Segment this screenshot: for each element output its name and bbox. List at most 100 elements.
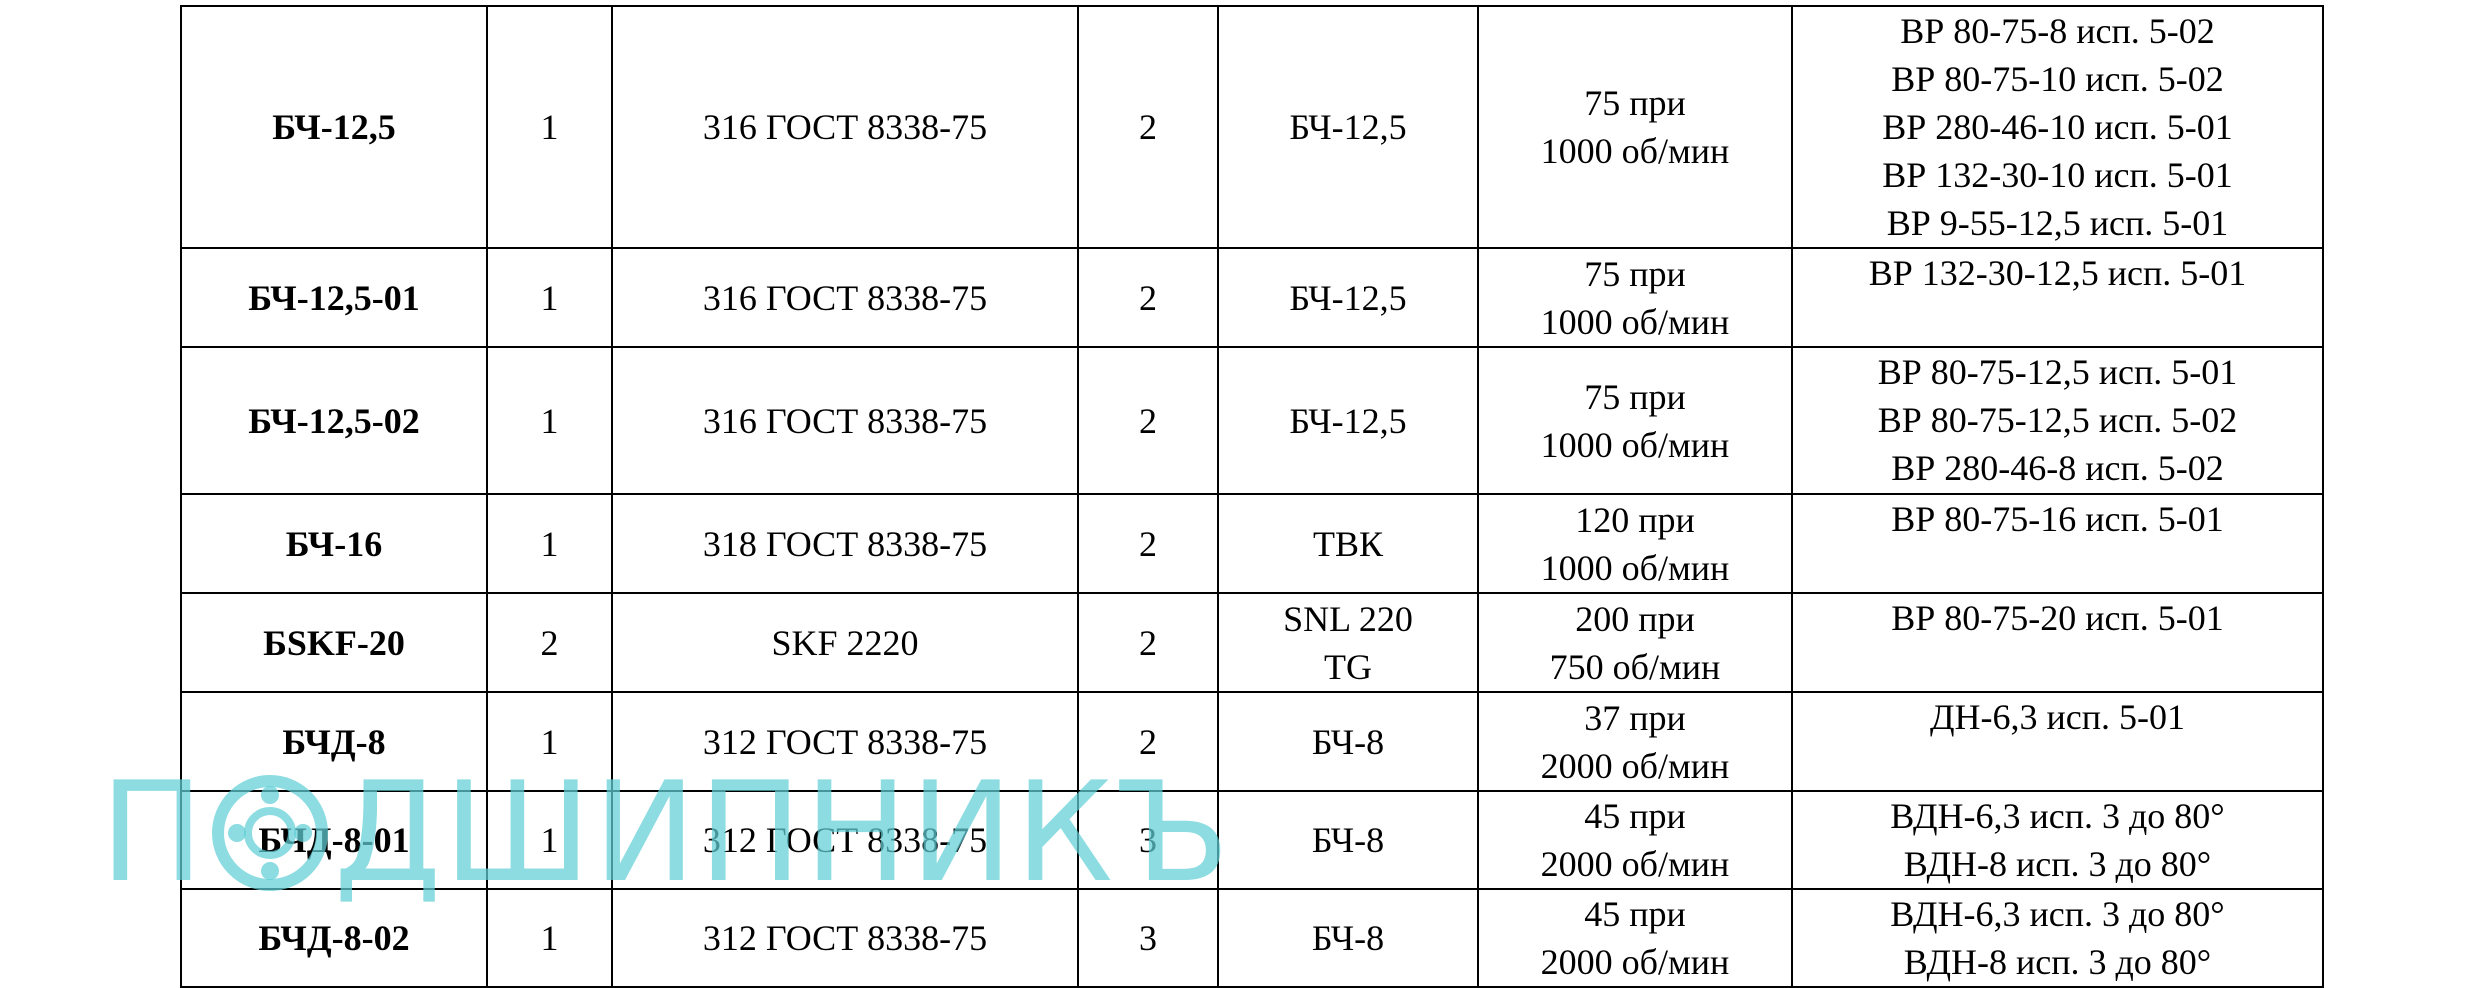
table-row: БЧ-12,5-02 1 316 ГОСТ 8338-75 2 БЧ-12,5 75 пр… (180, 346, 2324, 495)
table-cell: 37 при 2000 об/мин (1477, 691, 1793, 792)
cell-line: 1 (540, 107, 559, 147)
table-cell: 75 при 1000 об/мин (1477, 247, 1793, 348)
table-row: БSKF-20 2 SKF 2220 2 SNL 220 TG 200 при 750 об/… (180, 592, 2324, 693)
table-cell: 45 при 2000 об/мин (1477, 790, 1793, 890)
cell-line: ВР 280-46-10 исп. 5-01 (1882, 107, 2233, 147)
table-cell: ВР 80-75-8 исп. 5-02 ВР 80-75-10 исп. 5-0… (1791, 5, 2324, 249)
cell-line: БЧ-16 (285, 523, 383, 564)
cell-line: SKF 2220 (771, 622, 919, 663)
cell-line: 312 ГОСТ 8338-75 (702, 820, 988, 860)
table-row: БЧ-12,5 1 316 ГОСТ 8338-75 2 БЧ-12,5 75 при 10… (180, 5, 2324, 249)
cell-line: ВР 80-75-12,5 исп. 5-01 (1877, 352, 2238, 392)
table-cell: БЧД-8-02 (180, 888, 488, 988)
cell-line: 1 (540, 721, 559, 762)
cell-line: 1 (540, 400, 559, 441)
table-row: БЧ-12,5-01 1 316 ГОСТ 8338-75 2 БЧ-12,5 75 пр… (180, 247, 2324, 348)
cell-line: 2 (1139, 400, 1157, 441)
table-cell: БЧ-8 (1217, 691, 1479, 792)
cell-line: 1 (540, 820, 559, 860)
cell-line: 312 ГОСТ 8338-75 (702, 918, 988, 958)
cell-line: 1000 об/мин (1540, 424, 1730, 465)
table-cell: 316 ГОСТ 8338-75 (611, 346, 1079, 495)
cell-line: БЧД-8 (282, 721, 386, 762)
table-cell: БЧ-12,5-02 (180, 346, 488, 495)
table-cell: 120 при 1000 об/мин (1477, 493, 1793, 594)
cell-line: 750 об/мин (1549, 646, 1721, 687)
table-cell: 2 (1077, 247, 1219, 348)
cell-line: 316 ГОСТ 8338-75 (702, 107, 988, 147)
table-cell: 1 (486, 346, 613, 495)
table-cell: 75 при 1000 об/мин (1477, 346, 1793, 495)
cell-line: ВР 80-75-12,5 исп. 5-02 (1877, 400, 2238, 440)
cell-line: TG (1324, 646, 1372, 687)
table-cell: 2 (1077, 691, 1219, 792)
cell-line: 45 при (1584, 894, 1686, 934)
table-cell: 2 (1077, 346, 1219, 495)
table-cell: БЧ-12,5 (1217, 5, 1479, 249)
table-cell: 2 (486, 592, 613, 693)
cell-line: 2000 об/мин (1540, 844, 1730, 884)
table-cell: БЧ-16 (180, 493, 488, 594)
cell-line: 316 ГОСТ 8338-75 (702, 400, 988, 441)
table-cell: 2 (1077, 5, 1219, 249)
table-cell: 312 ГОСТ 8338-75 (611, 888, 1079, 988)
table: БЧ-12,5 1 316 ГОСТ 8338-75 2 БЧ-12,5 75 при 10… (180, 5, 2324, 988)
cell-line: ВДН-8 исп. 3 до 80° (1903, 942, 2212, 982)
cell-line: ВР 280-46-8 исп. 5-02 (1891, 448, 2224, 488)
cell-line: 2 (1139, 107, 1157, 147)
table-cell: БSKF-20 (180, 592, 488, 693)
table-cell: ВР 80-75-20 исп. 5-01 (1791, 592, 2324, 693)
cell-line: БЧ-12,5 (1289, 400, 1407, 441)
cell-line: ВР 80-75-10 исп. 5-02 (1891, 59, 2224, 99)
table-cell: БЧ-12,5 (1217, 346, 1479, 495)
table-cell: 1 (486, 790, 613, 890)
table-row: БЧД-8 1 312 ГОСТ 8338-75 2 БЧ-8 37 при 2000 об… (180, 691, 2324, 792)
cell-line: 37 при (1584, 697, 1686, 738)
cell-line: ВР 132-30-10 исп. 5-01 (1882, 155, 2233, 195)
table-cell: 3 (1077, 888, 1219, 988)
table-cell: ДН-6,3 исп. 5-01 (1791, 691, 2324, 792)
cell-line: 2 (1139, 622, 1157, 663)
cell-line: 200 при (1575, 598, 1695, 639)
cell-line: ВР 9-55-12,5 исп. 5-01 (1886, 203, 2229, 243)
table-cell: БЧ-12,5 (1217, 247, 1479, 348)
cell-line: 1 (540, 523, 559, 564)
table-cell: 1 (486, 247, 613, 348)
table-cell: 2 (1077, 493, 1219, 594)
table-cell: 312 ГОСТ 8338-75 (611, 790, 1079, 890)
table-cell: БЧ-12,5 (180, 5, 488, 249)
cell-line: 318 ГОСТ 8338-75 (702, 523, 988, 564)
table-cell: 1 (486, 493, 613, 594)
cell-line: БЧ-8 (1311, 918, 1385, 958)
cell-line: ВДН-6,3 исп. 3 до 80° (1890, 894, 2225, 934)
cell-line: ВДН-6,3 исп. 3 до 80° (1890, 796, 2225, 836)
cell-line: 1000 об/мин (1540, 301, 1730, 342)
cell-line: БЧ-8 (1311, 820, 1385, 860)
cell-line: 1 (540, 918, 559, 958)
cell-line: БЧ-8 (1311, 721, 1385, 762)
cell-line: 2 (1139, 721, 1157, 762)
table-cell: 75 при 1000 об/мин (1477, 5, 1793, 249)
table-cell: 316 ГОСТ 8338-75 (611, 5, 1079, 249)
cell-line: 3 (1139, 918, 1157, 958)
table-cell: 45 при 2000 об/мин (1477, 888, 1793, 988)
table-row: БЧ-16 1 318 ГОСТ 8338-75 2 ТВК 120 при 1000 об… (180, 493, 2324, 594)
table-cell: ВДН-6,3 исп. 3 до 80° ВДН-8 исп. 3 до 80° (1791, 790, 2324, 890)
cell-line: ВР 80-75-8 исп. 5-02 (1900, 11, 2215, 51)
cell-line: 2000 об/мин (1540, 745, 1730, 786)
cell-line: 120 при (1575, 499, 1695, 540)
table-cell: 1 (486, 691, 613, 792)
cell-line: ДН-6,3 исп. 5-01 (1929, 697, 2186, 737)
cell-line: 3 (1139, 820, 1157, 860)
table-cell: БЧ-12,5-01 (180, 247, 488, 348)
cell-line: 2000 об/мин (1540, 942, 1730, 982)
table-cell: 312 ГОСТ 8338-75 (611, 691, 1079, 792)
table-cell: SNL 220 TG (1217, 592, 1479, 693)
table-cell: 318 ГОСТ 8338-75 (611, 493, 1079, 594)
cell-line: ВР 80-75-20 исп. 5-01 (1891, 598, 2224, 638)
cell-line: БЧ-12,5-01 (248, 277, 420, 318)
cell-line: БЧ-12,5 (1289, 107, 1407, 147)
table-cell: БЧ-8 (1217, 790, 1479, 890)
cell-line: ТВК (1312, 523, 1383, 564)
cell-line: 316 ГОСТ 8338-75 (702, 277, 988, 318)
